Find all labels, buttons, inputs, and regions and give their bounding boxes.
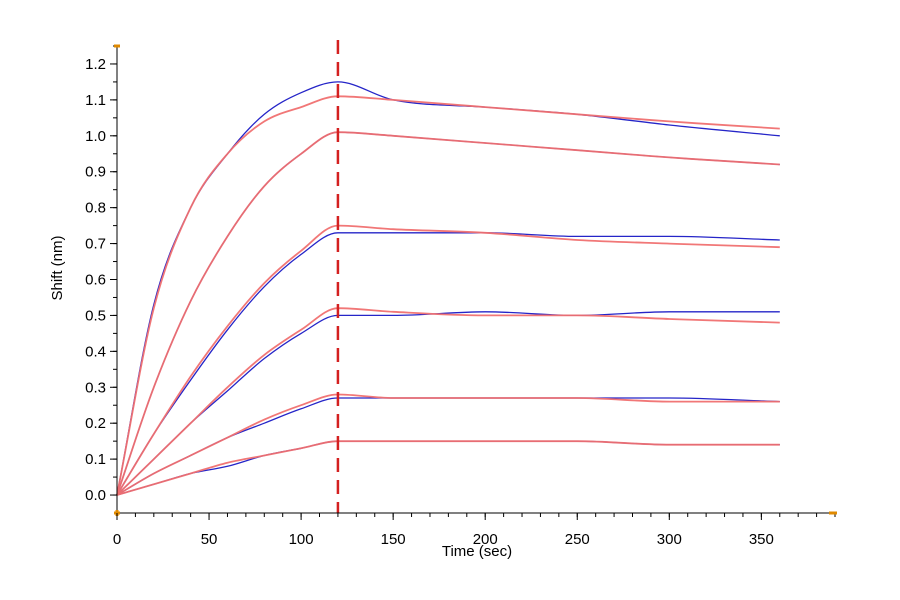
y-tick-label: 0.3 xyxy=(85,379,106,396)
x-axis-title: Time (sec) xyxy=(442,543,512,560)
x-tick-label: 100 xyxy=(289,531,314,548)
fit-curve xyxy=(116,95,780,496)
measured-curve xyxy=(116,397,780,496)
y-axis-title: Shift (nm) xyxy=(49,235,66,300)
y-tick-label: 0.6 xyxy=(85,272,106,289)
y-tick-label: 0.2 xyxy=(85,415,106,432)
measured-curve xyxy=(116,232,780,496)
series-layer xyxy=(116,81,780,496)
measured-curve xyxy=(116,81,780,496)
minor-ticks xyxy=(113,45,836,517)
y-tick-label: 1.0 xyxy=(85,128,106,145)
x-tick-label: 350 xyxy=(749,531,774,548)
x-tick-label: 0 xyxy=(113,531,121,548)
y-tick-label: 0.8 xyxy=(85,200,106,217)
y-tick-label: 0.0 xyxy=(85,487,106,504)
x-tick-label: 150 xyxy=(381,531,406,548)
measured-curve xyxy=(116,440,780,496)
y-tick-label: 0.5 xyxy=(85,307,106,324)
x-tick-label: 250 xyxy=(565,531,590,548)
x-tick-label: 300 xyxy=(657,531,682,548)
y-tick-label: 0.7 xyxy=(85,236,106,253)
tick-labels: 0 50 100 150 200 250 300 350 0.0 0.1 0.2 0.3 0.4 0.5 0… xyxy=(85,56,774,548)
fit-curve xyxy=(116,224,780,496)
x-tick-label: 200 xyxy=(473,531,498,548)
y-tick-label: 0.9 xyxy=(85,164,106,181)
x-tick-label: 50 xyxy=(201,531,218,548)
y-tick-label: 0.4 xyxy=(85,343,106,360)
y-tick-label: 0.1 xyxy=(85,451,106,468)
y-tick-label: 1.2 xyxy=(85,56,106,73)
fit-curve xyxy=(116,131,780,496)
y-tick-label: 1.1 xyxy=(85,92,106,109)
